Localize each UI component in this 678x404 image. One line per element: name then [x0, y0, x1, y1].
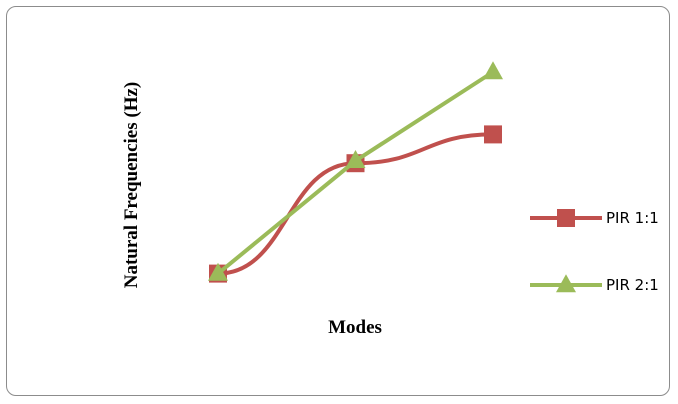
legend-label-2: PIR 2:1 — [606, 276, 659, 294]
legend-label-1: PIR 1:1 — [606, 209, 659, 227]
y-axis-label: Natural Frequencies (Hz) — [121, 82, 142, 289]
data-point-s2-2 — [345, 150, 366, 168]
data-point-s2-3 — [483, 61, 503, 80]
x-axis-label: Modes — [328, 317, 382, 338]
data-point-s1-3 — [484, 125, 502, 144]
legend: PIR 1:1 PIR 2:1 — [530, 209, 659, 294]
data-point-s2-1 — [208, 262, 228, 281]
series-line-2 — [216, 70, 495, 276]
series-layer — [208, 61, 503, 283]
legend-marker-1 — [557, 209, 575, 227]
chart-area — [6, 6, 670, 396]
legend-marker-2 — [556, 274, 576, 293]
